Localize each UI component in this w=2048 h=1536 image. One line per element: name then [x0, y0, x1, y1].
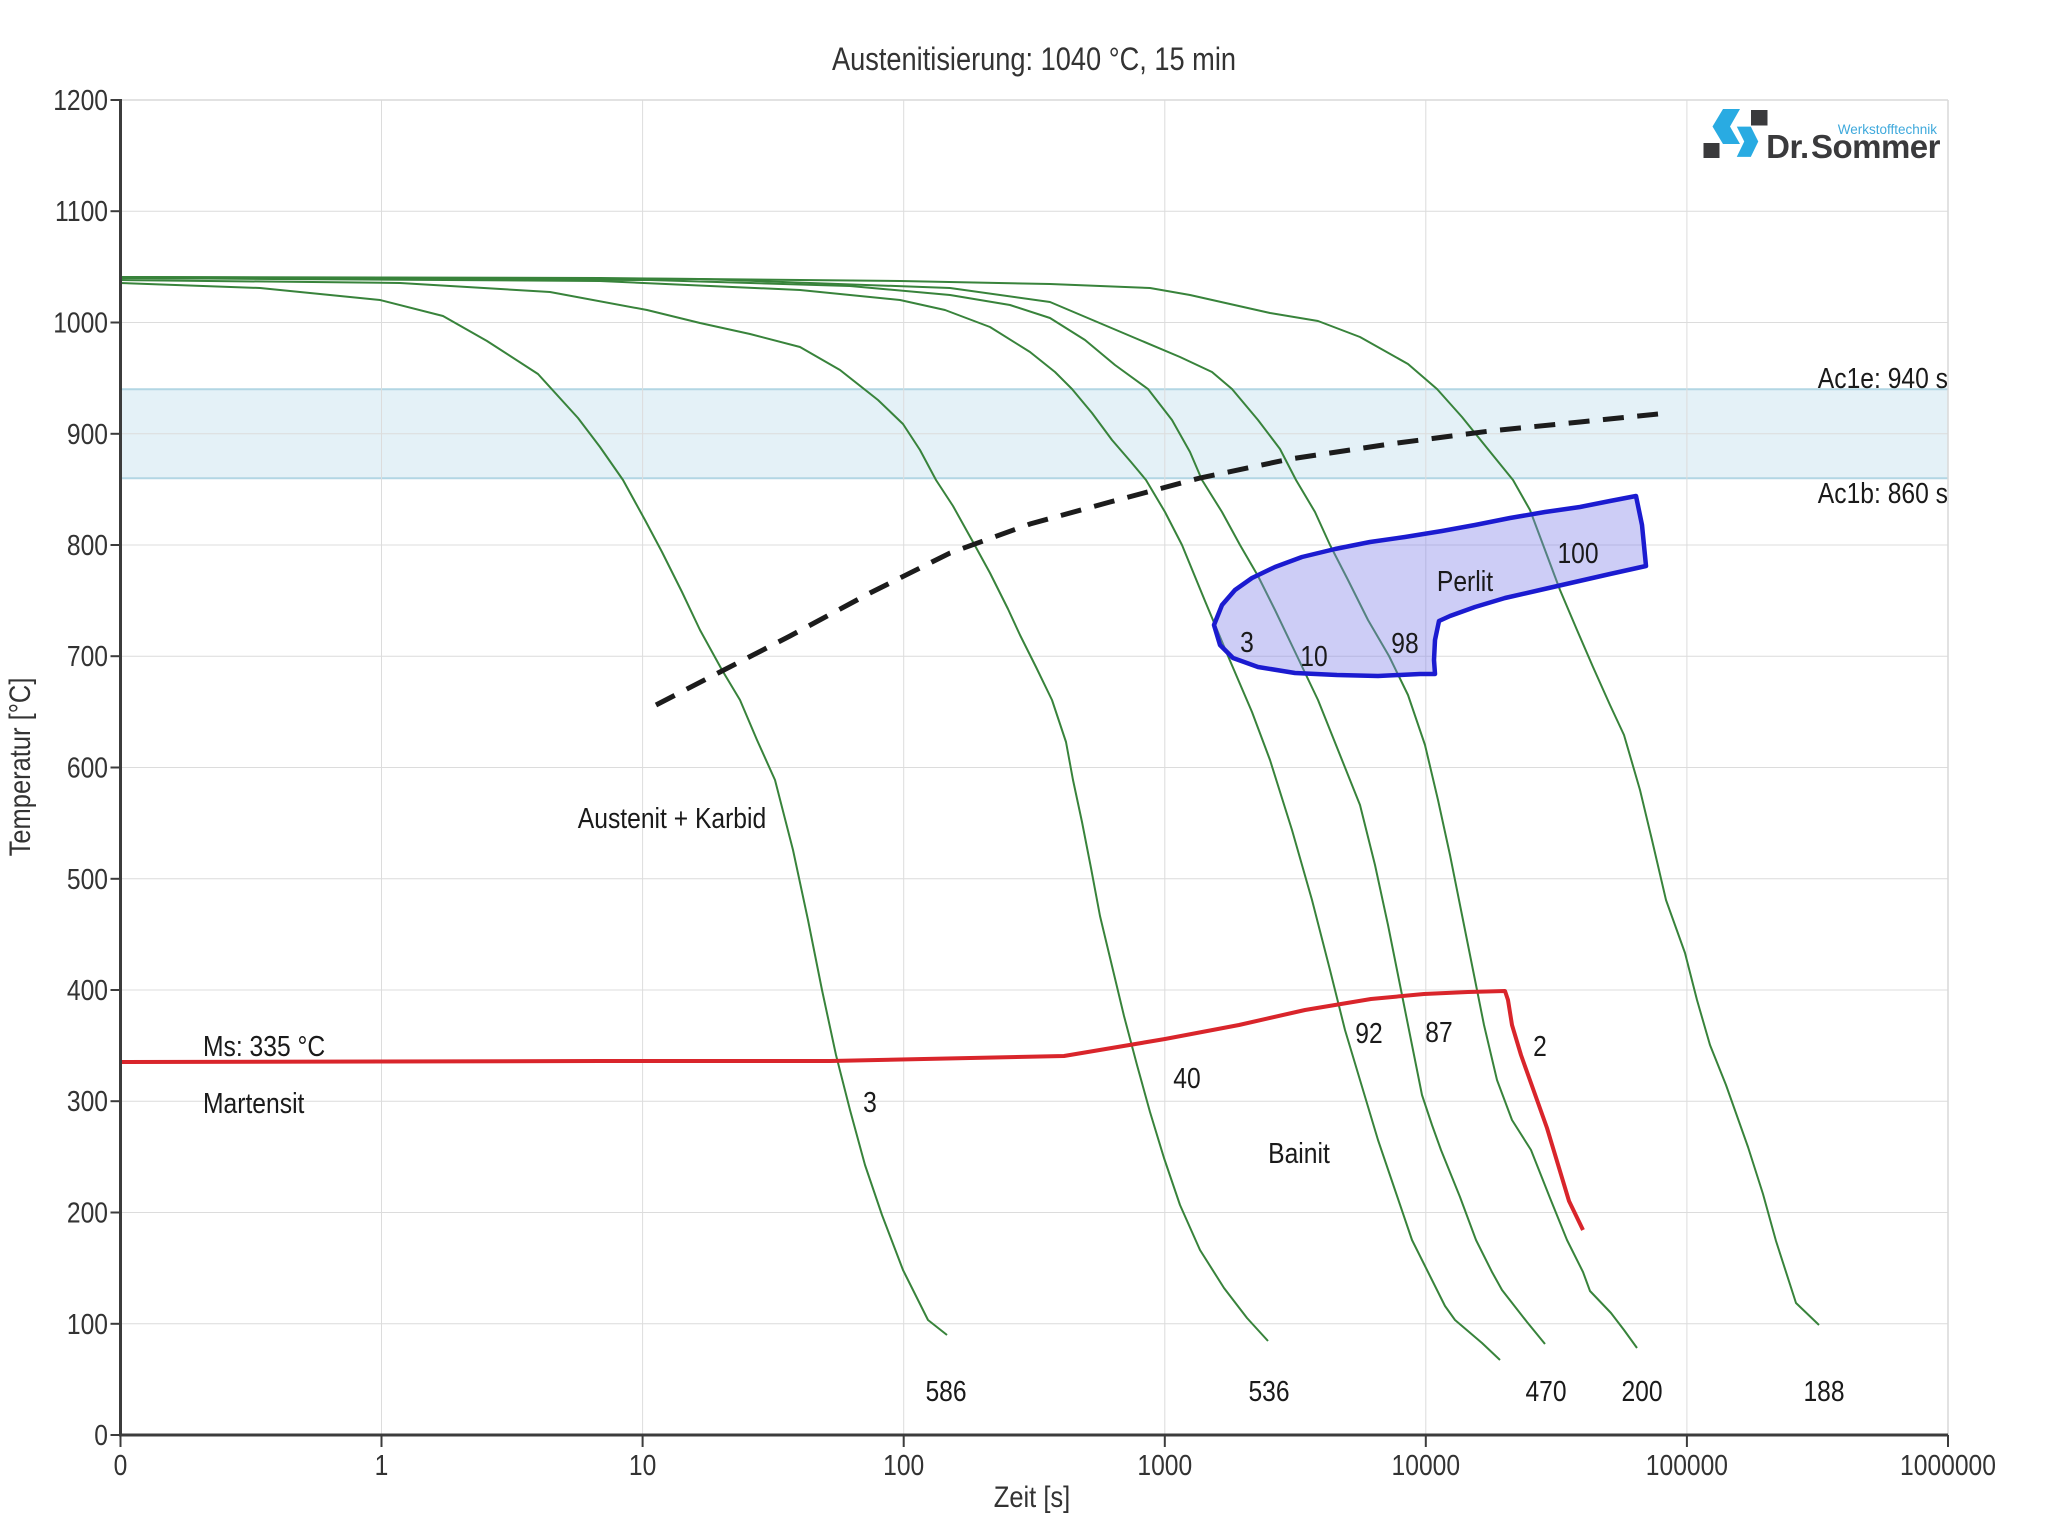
svg-text:100: 100 — [1557, 538, 1598, 570]
svg-text:1000: 1000 — [1137, 1450, 1192, 1482]
svg-text:200: 200 — [1621, 1376, 1662, 1408]
svg-text:800: 800 — [67, 530, 108, 562]
svg-text:Ac1e: 940 s: Ac1e: 940 s — [1818, 363, 1948, 395]
svg-text:10000: 10000 — [1392, 1450, 1461, 1482]
svg-text:470: 470 — [1525, 1376, 1566, 1408]
svg-text:1000: 1000 — [53, 308, 108, 340]
svg-text:586: 586 — [925, 1376, 966, 1408]
svg-text:Austenit + Karbid: Austenit + Karbid — [578, 803, 766, 835]
svg-text:Bainit: Bainit — [1268, 1138, 1330, 1170]
svg-text:3: 3 — [863, 1087, 877, 1119]
svg-text:300: 300 — [67, 1086, 108, 1118]
svg-text:100000: 100000 — [1646, 1450, 1728, 1482]
svg-text:188: 188 — [1803, 1376, 1844, 1408]
svg-text:Ac1b: 860 s: Ac1b: 860 s — [1818, 478, 1948, 510]
svg-text:98: 98 — [1391, 628, 1418, 660]
svg-text:1000000: 1000000 — [1900, 1450, 1996, 1482]
svg-text:1: 1 — [375, 1450, 389, 1482]
svg-text:600: 600 — [67, 753, 108, 785]
svg-text:3: 3 — [1240, 627, 1254, 659]
svg-text:Zeit [s]: Zeit [s] — [994, 1481, 1071, 1514]
svg-text:87: 87 — [1425, 1017, 1452, 1049]
svg-text:100: 100 — [883, 1450, 924, 1482]
svg-text:Ms: 335 °C: Ms: 335 °C — [203, 1031, 325, 1063]
svg-text:2: 2 — [1533, 1031, 1547, 1063]
svg-text:40: 40 — [1173, 1063, 1200, 1095]
svg-text:Werkstofftechnik: Werkstofftechnik — [1838, 122, 1938, 137]
svg-text:Dr. Sommer: Dr. Sommer — [1766, 128, 1940, 165]
svg-text:500: 500 — [67, 864, 108, 896]
svg-text:536: 536 — [1248, 1376, 1289, 1408]
svg-text:92: 92 — [1355, 1018, 1382, 1050]
svg-text:Martensit: Martensit — [203, 1088, 304, 1120]
svg-text:Austenitisierung: 1040 °C, 15: Austenitisierung: 1040 °C, 15 min — [832, 41, 1236, 77]
svg-text:10: 10 — [1300, 641, 1327, 673]
svg-text:Temperatur [°C]: Temperatur [°C] — [4, 678, 37, 857]
svg-text:900: 900 — [67, 419, 108, 451]
svg-text:1200: 1200 — [53, 85, 108, 117]
svg-text:1100: 1100 — [55, 196, 108, 228]
svg-text:Perlit: Perlit — [1437, 566, 1493, 598]
svg-text:700: 700 — [67, 641, 108, 673]
svg-text:0: 0 — [94, 1420, 108, 1452]
svg-text:100: 100 — [67, 1309, 108, 1341]
svg-text:200: 200 — [67, 1198, 108, 1230]
svg-text:400: 400 — [67, 975, 108, 1007]
svg-text:0: 0 — [114, 1450, 128, 1482]
svg-text:10: 10 — [629, 1450, 656, 1482]
